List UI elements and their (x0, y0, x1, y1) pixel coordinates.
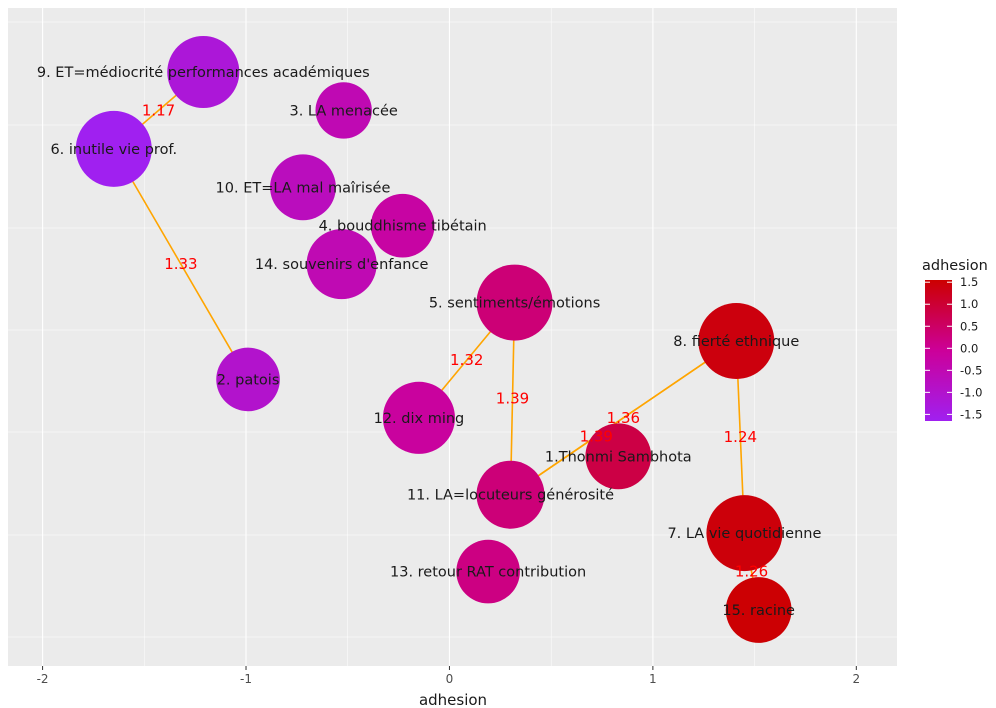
point-node-1 (585, 423, 652, 490)
grid-lines (8, 8, 897, 666)
point-node-13 (456, 539, 520, 604)
point-label-9: 9. ET=médiocrité performances académique… (37, 65, 370, 81)
edge-label: 1.39 (580, 427, 613, 445)
legend-title: adhesion (922, 258, 988, 274)
edge-line (510, 340, 737, 496)
point-label-4: 4. bouddhisme tibétain (319, 219, 487, 235)
x-tick-label: 0 (446, 672, 454, 686)
point-label-2: 2. patois (217, 372, 280, 388)
edge-label: 1.24 (724, 428, 757, 446)
point-node-7 (706, 495, 783, 572)
edge-label: 1.26 (735, 563, 768, 581)
point-node-9 (167, 35, 240, 109)
point-label-8: 8. fierté ethnique (673, 334, 799, 350)
point-label-13: 13. retour RAT contribution (390, 565, 586, 581)
point-node-12 (382, 381, 455, 454)
edge-label: 1.33 (164, 255, 197, 273)
legend: adhesion 1.5 1.0 0.5 0.0 -0.5 -1.0 -1.5 (922, 258, 988, 421)
point-label-12: 12. dix ming (374, 411, 465, 427)
legend-tick-label: 1.5 (960, 275, 978, 289)
legend-colorbar (925, 280, 952, 421)
x-axis: -2 -1 0 1 2 (37, 666, 860, 686)
edge-label: 1.36 (607, 409, 640, 427)
point-label-3: 3. LA menacée (289, 103, 397, 119)
point-node-3 (315, 82, 372, 139)
point-node-11 (476, 460, 545, 529)
point-labels: 9. ET=médiocrité performances académique… (37, 65, 822, 619)
point-label-10: 10. ET=LA mal maîrisée (216, 180, 391, 196)
point-node-4 (370, 193, 435, 258)
point-node-10 (270, 154, 336, 221)
legend-tick-label: -1.5 (960, 407, 982, 421)
point-label-1: 1.Thonmi Sambhota (545, 449, 692, 465)
legend-tick-label: -0.5 (960, 363, 982, 377)
edge-labels: 1.171.331.321.391.361.39 1.241.26 (142, 101, 768, 580)
point-label-7: 7. LA vie quotidienne (667, 526, 821, 542)
legend-tick-label: -1.0 (960, 385, 982, 399)
x-tick-label: 2 (852, 672, 860, 686)
point-label-14: 14. souvenirs d'enfance (255, 257, 429, 273)
point-node-15 (725, 577, 792, 643)
point-node-2 (216, 347, 280, 412)
legend-ticks: 1.5 1.0 0.5 0.0 -0.5 -1.0 -1.5 (925, 275, 982, 421)
x-tick-label: -2 (37, 672, 49, 686)
edge-label: 1.39 (496, 390, 529, 408)
legend-tick-label: 0.0 (960, 341, 978, 355)
x-axis-title: adhesion (419, 691, 487, 708)
edge-line (113, 148, 249, 380)
point-label-11: 11. LA=locuteurs générosité (407, 488, 614, 504)
legend-tick-label: 0.5 (960, 319, 978, 333)
x-tick-label: 1 (649, 672, 657, 686)
edge-label: 1.32 (450, 351, 483, 369)
point-node-14 (306, 229, 377, 300)
edge-label: 1.17 (142, 101, 175, 119)
point-label-5: 5. sentiments/émotions (429, 296, 600, 312)
legend-tick-label: 1.0 (960, 297, 978, 311)
point-label-15: 15. racine (722, 603, 795, 619)
point-label-6: 6. inutile vie prof. (50, 142, 177, 158)
point-node-8 (698, 303, 775, 379)
points (75, 35, 792, 643)
point-node-5 (476, 264, 553, 341)
x-tick-label: -1 (240, 672, 252, 686)
point-node-6 (75, 110, 152, 187)
